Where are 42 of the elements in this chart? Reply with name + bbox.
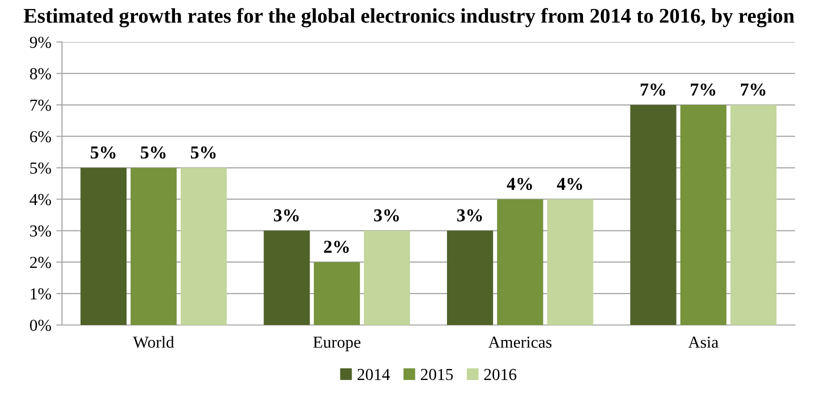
y-tick-label: 9% bbox=[30, 36, 52, 48]
y-tick-label: 1% bbox=[30, 288, 52, 300]
x-tick-label: Americas bbox=[488, 336, 552, 348]
x-tick-label: Asia bbox=[688, 336, 718, 348]
data-label: 5% bbox=[90, 146, 116, 159]
bar bbox=[180, 168, 227, 325]
y-tick-label: 4% bbox=[30, 194, 52, 206]
bar bbox=[314, 262, 360, 325]
data-label: 5% bbox=[190, 146, 216, 159]
legend-label: 2015 bbox=[420, 368, 453, 380]
legend-label: 2014 bbox=[358, 368, 390, 380]
y-tick-label: 3% bbox=[30, 225, 52, 237]
x-tick-label: Europe bbox=[313, 336, 360, 352]
data-label: 3% bbox=[374, 209, 399, 222]
x-tick-label: World bbox=[133, 336, 174, 348]
y-tick-label: 7% bbox=[30, 100, 52, 111]
bar bbox=[364, 230, 410, 325]
data-label: 7% bbox=[740, 83, 766, 96]
data-label: 5% bbox=[140, 146, 166, 159]
bar bbox=[497, 199, 544, 325]
y-tick-label: 8% bbox=[30, 68, 52, 80]
data-label: 3% bbox=[457, 209, 482, 222]
data-label: 4% bbox=[506, 178, 532, 190]
bar bbox=[264, 230, 310, 325]
bar bbox=[130, 168, 177, 325]
data-label: 7% bbox=[640, 83, 666, 96]
data-label: 4% bbox=[556, 178, 582, 190]
bar bbox=[446, 230, 494, 325]
legend-label: 2016 bbox=[484, 368, 516, 380]
y-tick-label: 6% bbox=[30, 131, 52, 142]
data-label: 2% bbox=[324, 240, 349, 253]
bar bbox=[680, 104, 726, 325]
chart-title: Estimated growth rates for the global electronics industry from 2014 to 2016, by region bbox=[24, 8, 794, 28]
y-tick-label: 0% bbox=[30, 320, 52, 331]
data-label: 7% bbox=[690, 83, 716, 96]
y-tick-label: 2% bbox=[30, 256, 52, 268]
bar bbox=[547, 199, 594, 325]
y-tick-label: 5% bbox=[30, 162, 52, 174]
data-label: 3% bbox=[274, 209, 299, 222]
bar bbox=[730, 104, 777, 325]
bar bbox=[80, 168, 127, 325]
bar bbox=[630, 104, 676, 325]
